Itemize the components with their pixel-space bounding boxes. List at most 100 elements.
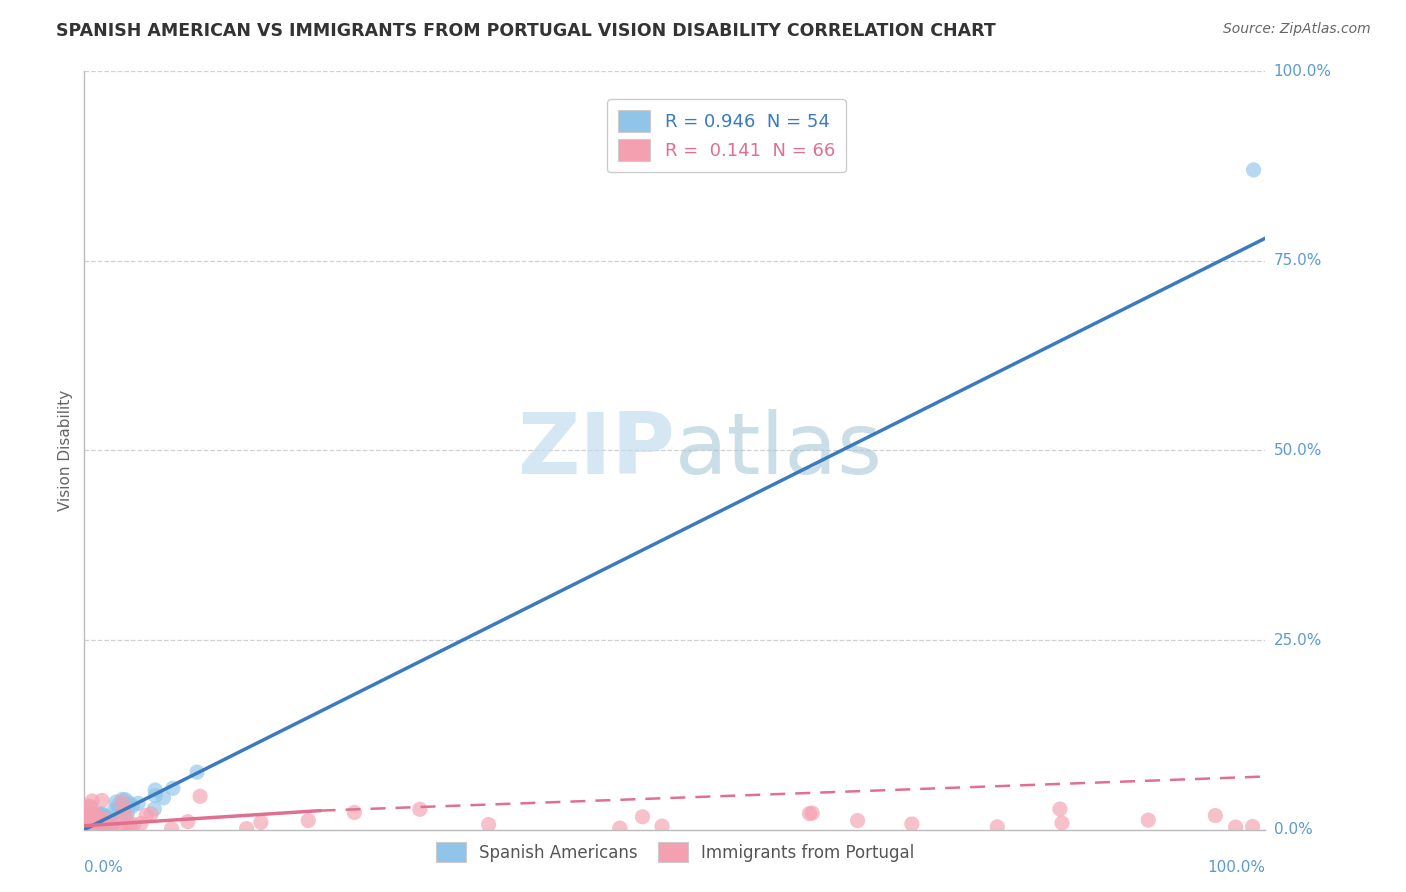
Point <box>609 821 631 835</box>
Point <box>112 806 135 821</box>
Text: 0.0%: 0.0% <box>84 860 124 875</box>
Point <box>83 806 105 821</box>
Point <box>77 816 100 830</box>
Text: 100.0%: 100.0% <box>1208 860 1265 875</box>
Point <box>76 822 98 836</box>
Point <box>250 815 273 830</box>
Point <box>901 817 924 831</box>
Point <box>87 818 110 832</box>
Point <box>107 798 129 813</box>
Point <box>75 815 97 830</box>
Text: ZIP: ZIP <box>517 409 675 492</box>
Point <box>84 820 107 834</box>
Point <box>87 814 110 829</box>
Point <box>846 814 869 828</box>
Point <box>122 817 145 831</box>
Point <box>143 783 166 797</box>
Point <box>87 807 110 822</box>
Point <box>83 816 105 830</box>
Point <box>80 822 103 836</box>
Point <box>75 819 97 833</box>
Point <box>97 822 120 836</box>
Point <box>80 810 103 824</box>
Point <box>76 812 98 826</box>
Point <box>84 814 107 829</box>
Point <box>90 807 112 822</box>
Point <box>1049 802 1071 816</box>
Point <box>120 819 142 833</box>
Point <box>110 822 132 836</box>
Point <box>98 821 121 835</box>
Point <box>79 820 101 834</box>
Point <box>91 817 114 831</box>
Point <box>111 795 134 809</box>
Point <box>75 819 97 833</box>
Point <box>112 820 135 834</box>
Point <box>235 822 257 836</box>
Point <box>115 810 138 824</box>
Point <box>112 803 135 817</box>
Point <box>82 794 104 808</box>
Point <box>152 790 174 805</box>
Point <box>75 822 97 836</box>
Point <box>1225 820 1247 834</box>
Point <box>801 806 824 821</box>
Point <box>94 814 117 829</box>
Text: 25.0%: 25.0% <box>1274 632 1322 648</box>
Point <box>80 813 103 827</box>
Text: Source: ZipAtlas.com: Source: ZipAtlas.com <box>1223 22 1371 37</box>
Text: 50.0%: 50.0% <box>1274 443 1322 458</box>
Point <box>177 814 200 829</box>
Point <box>409 802 432 816</box>
Point <box>79 819 101 833</box>
Point <box>96 822 118 836</box>
Point <box>91 808 114 822</box>
Point <box>114 793 136 807</box>
Point <box>77 817 100 831</box>
Point <box>91 814 114 828</box>
Point <box>799 806 821 821</box>
Point <box>93 812 115 826</box>
Point <box>1243 163 1265 178</box>
Point <box>83 807 105 822</box>
Point <box>75 817 97 831</box>
Point <box>93 809 115 823</box>
Point <box>1204 808 1226 822</box>
Point <box>104 795 127 809</box>
Point <box>101 817 124 831</box>
Point <box>86 819 108 833</box>
Point <box>87 818 110 832</box>
Point <box>986 820 1008 834</box>
Text: SPANISH AMERICAN VS IMMIGRANTS FROM PORTUGAL VISION DISABILITY CORRELATION CHART: SPANISH AMERICAN VS IMMIGRANTS FROM PORT… <box>56 22 995 40</box>
Point <box>143 802 166 816</box>
Point <box>100 814 122 829</box>
Point <box>93 809 115 823</box>
Point <box>117 818 139 832</box>
Point <box>94 822 117 836</box>
Point <box>651 819 673 833</box>
Point <box>80 822 103 836</box>
Point <box>1050 816 1073 830</box>
Point <box>343 805 366 820</box>
Text: 100.0%: 100.0% <box>1274 64 1331 78</box>
Point <box>86 811 108 825</box>
Point <box>160 822 183 836</box>
Point <box>83 813 105 827</box>
Point <box>77 807 100 822</box>
Point <box>111 792 134 806</box>
Point <box>478 817 501 831</box>
Point <box>139 807 162 822</box>
Point <box>118 796 141 810</box>
Point <box>91 806 114 821</box>
Point <box>90 793 112 807</box>
Text: atlas: atlas <box>675 409 883 492</box>
Point <box>129 816 152 830</box>
Point <box>297 814 319 828</box>
Point <box>162 781 184 796</box>
Point <box>77 819 100 833</box>
Point <box>103 804 125 818</box>
Point <box>117 805 139 820</box>
Point <box>135 808 157 822</box>
Y-axis label: Vision Disability: Vision Disability <box>58 390 73 511</box>
Point <box>77 822 100 836</box>
